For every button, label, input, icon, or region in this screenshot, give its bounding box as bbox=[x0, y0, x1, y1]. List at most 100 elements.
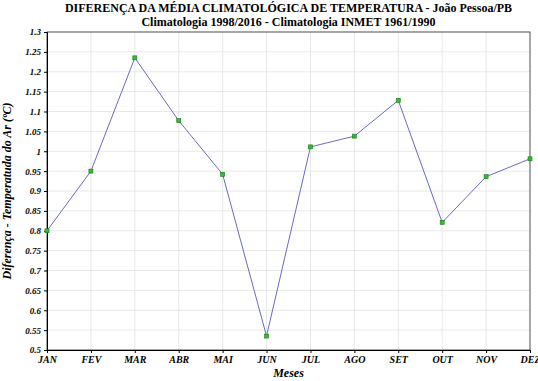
y-tick: 1.2 bbox=[30, 67, 47, 77]
y-tick-label: 0.75 bbox=[25, 246, 41, 256]
marker bbox=[265, 334, 269, 338]
grid-line bbox=[442, 32, 443, 350]
x-tick-label: MAI bbox=[212, 354, 234, 365]
y-tick: 0.75 bbox=[25, 246, 47, 256]
y-tick: 0.6 bbox=[30, 306, 47, 316]
y-axis-title: Diferença - Temperatuda do Ar (ºC) bbox=[0, 102, 14, 280]
grid-line bbox=[47, 210, 530, 211]
grid-line bbox=[47, 191, 530, 192]
grid-line bbox=[222, 32, 223, 350]
x-tick: MAR bbox=[123, 350, 147, 365]
y-tick-label: 0.55 bbox=[25, 326, 41, 336]
x-tick-mark bbox=[223, 350, 224, 353]
plot-frame bbox=[47, 32, 530, 350]
y-tick-label: 0.95 bbox=[25, 167, 41, 177]
x-tick: FEV bbox=[80, 350, 102, 365]
x-tick: JUN bbox=[256, 350, 277, 365]
x-tick: ABR bbox=[168, 350, 189, 365]
x-tick: NOV bbox=[475, 350, 498, 365]
y-axis: 0.50.550.60.650.70.750.80.850.90.9511.05… bbox=[25, 27, 47, 355]
y-tick-mark bbox=[44, 171, 47, 172]
x-tick: AGO bbox=[343, 350, 365, 365]
marker bbox=[440, 220, 444, 224]
y-tick-mark bbox=[44, 251, 47, 252]
y-tick-mark bbox=[44, 330, 47, 331]
subtitle: Climatologia 1998/2016 - Climatologia IN… bbox=[141, 15, 435, 29]
x-tick-mark bbox=[47, 350, 48, 353]
grid-line bbox=[90, 32, 91, 350]
grid-line bbox=[47, 131, 530, 132]
y-tick-label: 0.8 bbox=[30, 226, 42, 236]
y-tick-mark bbox=[44, 271, 47, 272]
grid-line bbox=[47, 250, 530, 251]
grid-line bbox=[47, 330, 530, 331]
x-tick: JUL bbox=[301, 350, 320, 365]
x-tick-label: NOV bbox=[475, 354, 498, 365]
x-tick-mark bbox=[267, 350, 268, 353]
x-tick-label: FEV bbox=[80, 354, 102, 365]
chart: 0.50.550.60.650.70.750.80.850.90.9511.05… bbox=[0, 0, 538, 381]
x-tick-label: MAR bbox=[123, 354, 147, 365]
grid-line bbox=[47, 230, 530, 231]
y-tick-label: 0.85 bbox=[25, 206, 41, 216]
x-tick-mark bbox=[354, 350, 355, 353]
x-tick-mark bbox=[135, 350, 136, 353]
grid-line bbox=[47, 270, 530, 271]
marker bbox=[352, 134, 356, 138]
y-tick-mark bbox=[44, 92, 47, 93]
y-tick: 1.15 bbox=[25, 87, 47, 97]
marker bbox=[177, 119, 181, 123]
y-tick: 0.65 bbox=[25, 286, 47, 296]
x-tick-label: ABR bbox=[168, 354, 189, 365]
grid-line bbox=[354, 32, 355, 350]
grid-line bbox=[47, 111, 530, 112]
y-tick-mark bbox=[44, 211, 47, 212]
x-tick: MAI bbox=[212, 350, 234, 365]
y-tick-mark bbox=[44, 52, 47, 53]
x-axis-title: Meses bbox=[272, 366, 304, 380]
x-tick-label: OUT bbox=[432, 354, 453, 365]
y-tick-label: 0.65 bbox=[25, 286, 41, 296]
x-axis: JANFEVMARABRMAIJUNJULAGOSETOUTNOVDEZ bbox=[37, 350, 538, 365]
y-tick-label: 0.6 bbox=[30, 306, 42, 316]
marker bbox=[221, 172, 225, 176]
y-tick: 0.9 bbox=[30, 186, 47, 196]
x-tick-mark bbox=[398, 350, 399, 353]
y-tick-mark bbox=[44, 112, 47, 113]
y-tick: 0.7 bbox=[30, 266, 47, 276]
y-tick-mark bbox=[44, 310, 47, 311]
grid-line bbox=[134, 32, 135, 350]
y-tick-mark bbox=[44, 72, 47, 73]
y-tick-mark bbox=[44, 350, 47, 351]
y-tick: 0.95 bbox=[25, 167, 47, 177]
x-tick-label: JUL bbox=[301, 354, 320, 365]
y-tick-mark bbox=[44, 131, 47, 132]
marker bbox=[45, 229, 49, 233]
x-axis-line bbox=[48, 351, 531, 354]
grid-line bbox=[47, 51, 530, 52]
plot: 0.50.550.60.650.70.750.80.850.90.9511.05… bbox=[25, 27, 538, 365]
marker bbox=[484, 175, 488, 179]
x-tick-mark bbox=[442, 350, 443, 353]
y-tick-label: 1.25 bbox=[25, 47, 41, 57]
y-tick: 0.8 bbox=[30, 226, 47, 236]
grid bbox=[47, 32, 530, 350]
x-tick-mark bbox=[310, 350, 311, 353]
x-tick: SET bbox=[390, 350, 409, 365]
y-tick: 1.25 bbox=[25, 47, 47, 57]
y-tick: 1.05 bbox=[25, 127, 47, 137]
y-tick-label: 1.2 bbox=[30, 67, 42, 77]
grid-line bbox=[47, 91, 530, 92]
y-tick: 1 bbox=[37, 147, 48, 157]
line bbox=[47, 58, 530, 336]
title: DIFERENÇA DA MÉDIA CLIMATOLÓGICA DE TEMP… bbox=[65, 1, 512, 15]
y-tick-mark bbox=[44, 151, 47, 152]
grid-line bbox=[47, 151, 530, 152]
x-tick-label: DEZ bbox=[520, 354, 538, 365]
y-tick-mark bbox=[44, 32, 47, 33]
grid-line bbox=[486, 32, 487, 350]
marker bbox=[133, 56, 137, 60]
marker bbox=[528, 157, 532, 161]
y-tick-label: 1 bbox=[37, 147, 42, 157]
series bbox=[45, 56, 532, 338]
